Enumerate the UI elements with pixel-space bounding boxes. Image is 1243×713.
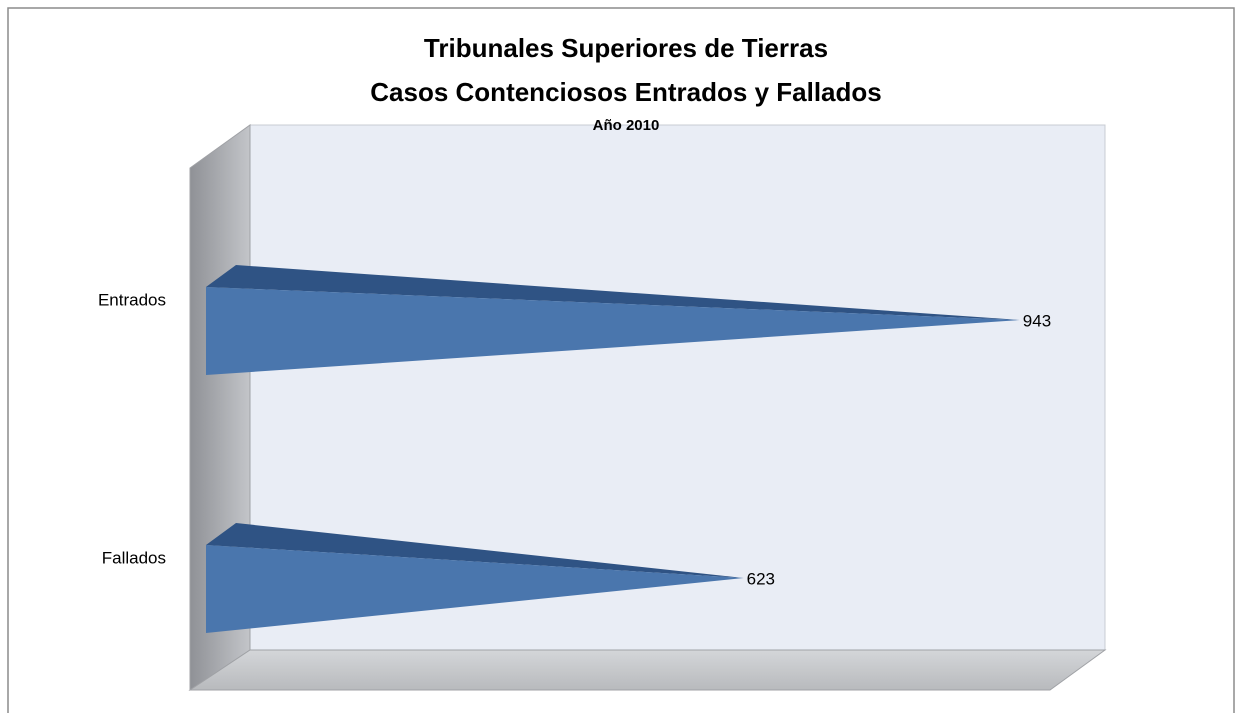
- bar: [206, 545, 744, 633]
- data-label: 623: [747, 569, 775, 588]
- chart-title: Tribunales Superiores de Tierras: [424, 33, 828, 63]
- chart-subtitle: Año 2010: [593, 117, 660, 134]
- floor: [188, 649, 1107, 691]
- chart-title: Casos Contenciosos Entrados y Fallados: [370, 77, 881, 107]
- y-tick-label: Entrados: [98, 290, 166, 309]
- bar-top: [206, 523, 744, 578]
- bar-top: [206, 265, 1020, 320]
- data-label: 943: [1023, 311, 1051, 330]
- bar: [206, 287, 1020, 375]
- y-tick-label: Fallados: [102, 548, 166, 567]
